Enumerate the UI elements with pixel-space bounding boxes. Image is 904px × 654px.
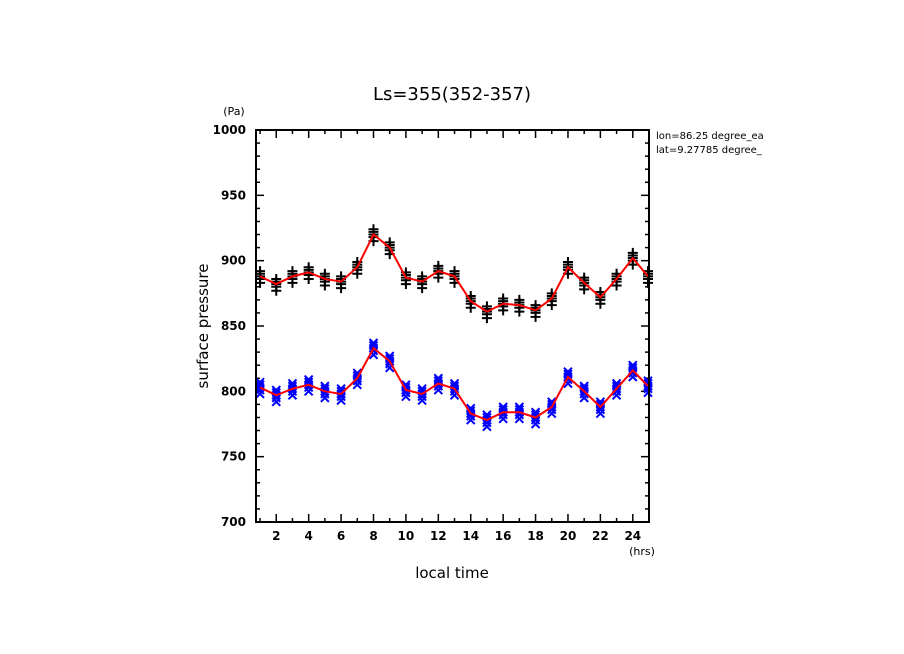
x-marker [563, 369, 573, 380]
y-tick-label: 700 [221, 515, 246, 529]
plus-marker [562, 256, 573, 267]
x-marker [255, 377, 265, 387]
x-marker [320, 381, 330, 391]
y-axis-label: surface pressure [194, 264, 212, 389]
plus-marker [433, 260, 444, 271]
x-unit-label: (hrs) [629, 545, 655, 558]
x-tick-label: 14 [462, 529, 479, 543]
x-tick-label: 10 [398, 529, 415, 543]
plus-marker [417, 271, 428, 282]
y-tick-label: 950 [221, 188, 246, 202]
x-marker [547, 397, 557, 407]
annotation-lon: lon=86.25 degree_ea [656, 131, 764, 142]
x-tick-label: 16 [495, 529, 512, 543]
x-marker [352, 368, 362, 378]
x-marker [563, 367, 573, 377]
y-tick-label: 750 [221, 450, 246, 464]
plus-marker [579, 272, 590, 283]
chart-title: Ls=355(352-357) [373, 84, 531, 105]
y-tick-label: 1000 [213, 123, 246, 137]
x-marker [595, 399, 606, 410]
y-unit-label: (Pa) [223, 105, 244, 118]
x-tick-label: 6 [337, 529, 345, 543]
y-tick-label: 850 [221, 319, 246, 333]
data-lines [259, 232, 649, 422]
y-tick-label: 800 [221, 384, 246, 398]
plus-marker [449, 266, 460, 277]
x-marker [514, 402, 525, 412]
x-tick-label: 2 [272, 529, 280, 543]
x-marker [482, 412, 492, 423]
x-axis-label: local time [415, 564, 489, 582]
plus-marker [319, 268, 330, 279]
plus-marker [514, 294, 525, 305]
x-marker [368, 340, 379, 351]
plus-marker [384, 237, 395, 248]
x-marker [498, 402, 508, 412]
x-marker [303, 374, 314, 385]
annotation-lat: lat=9.27785 degree_ [656, 145, 763, 156]
plus-marker [368, 224, 379, 235]
x-marker [628, 360, 638, 370]
x-tick-label: 8 [369, 529, 377, 543]
x-marker [401, 380, 411, 390]
x-marker [384, 353, 395, 364]
x-marker [628, 363, 638, 373]
x-marker [255, 380, 265, 390]
x-tick-label: 4 [304, 529, 312, 543]
plus-marker [530, 300, 541, 311]
plus-marker [271, 273, 282, 284]
plus-marker [481, 301, 492, 312]
plot-frame [255, 129, 650, 523]
mean-line [259, 346, 649, 422]
y-tick-label: 900 [221, 254, 246, 268]
x-marker [449, 378, 460, 389]
x-marker [271, 387, 281, 398]
x-tick-label: 22 [592, 529, 609, 543]
axis-ticks [256, 129, 649, 523]
mean-line [259, 232, 649, 313]
x-marker [482, 410, 492, 420]
x-tick-label: 12 [430, 529, 447, 543]
x-tick-label: 20 [560, 529, 577, 543]
x-marker [611, 381, 622, 391]
plus-marker [498, 293, 509, 304]
plus-marker [303, 262, 314, 273]
x-tick-label: 18 [527, 529, 544, 543]
x-marker [579, 384, 589, 394]
plus-marker [287, 266, 298, 277]
plus-marker [627, 247, 638, 258]
x-marker [271, 385, 281, 395]
x-marker [287, 378, 298, 389]
x-marker [368, 338, 379, 348]
x-tick-label: 24 [624, 529, 641, 543]
x-marker [433, 373, 444, 383]
plus-marker [336, 271, 347, 282]
